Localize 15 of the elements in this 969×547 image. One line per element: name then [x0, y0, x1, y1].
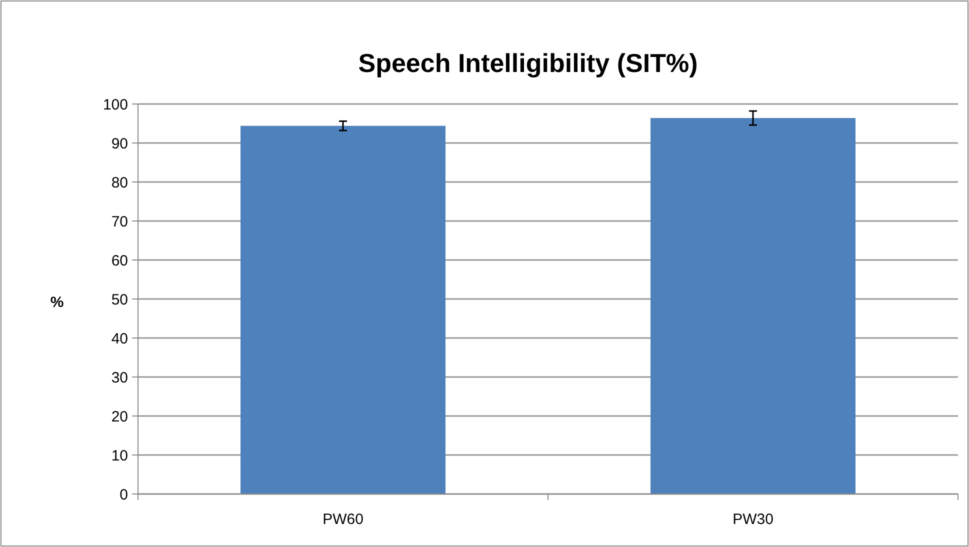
y-tick-label: 80 [111, 174, 128, 192]
y-tick-label: 40 [111, 330, 128, 348]
chart-title: Speech Intelligibility (SIT%) [358, 48, 698, 78]
x-tick-label: PW60 [322, 511, 364, 528]
y-tick-label: 30 [111, 369, 128, 386]
y-tick-label: 100 [102, 96, 128, 114]
x-tick-label: PW30 [732, 511, 774, 528]
y-tick-label: 70 [111, 213, 128, 230]
y-tick-label: 10 [111, 447, 128, 464]
y-tick-label: 50 [111, 291, 128, 308]
y-tick-label: 20 [111, 408, 128, 426]
y-tick-label: 60 [111, 252, 128, 270]
y-tick-label: 90 [111, 135, 128, 152]
y-tick-label: 0 [120, 486, 128, 504]
y-axis-title: % [50, 294, 64, 311]
